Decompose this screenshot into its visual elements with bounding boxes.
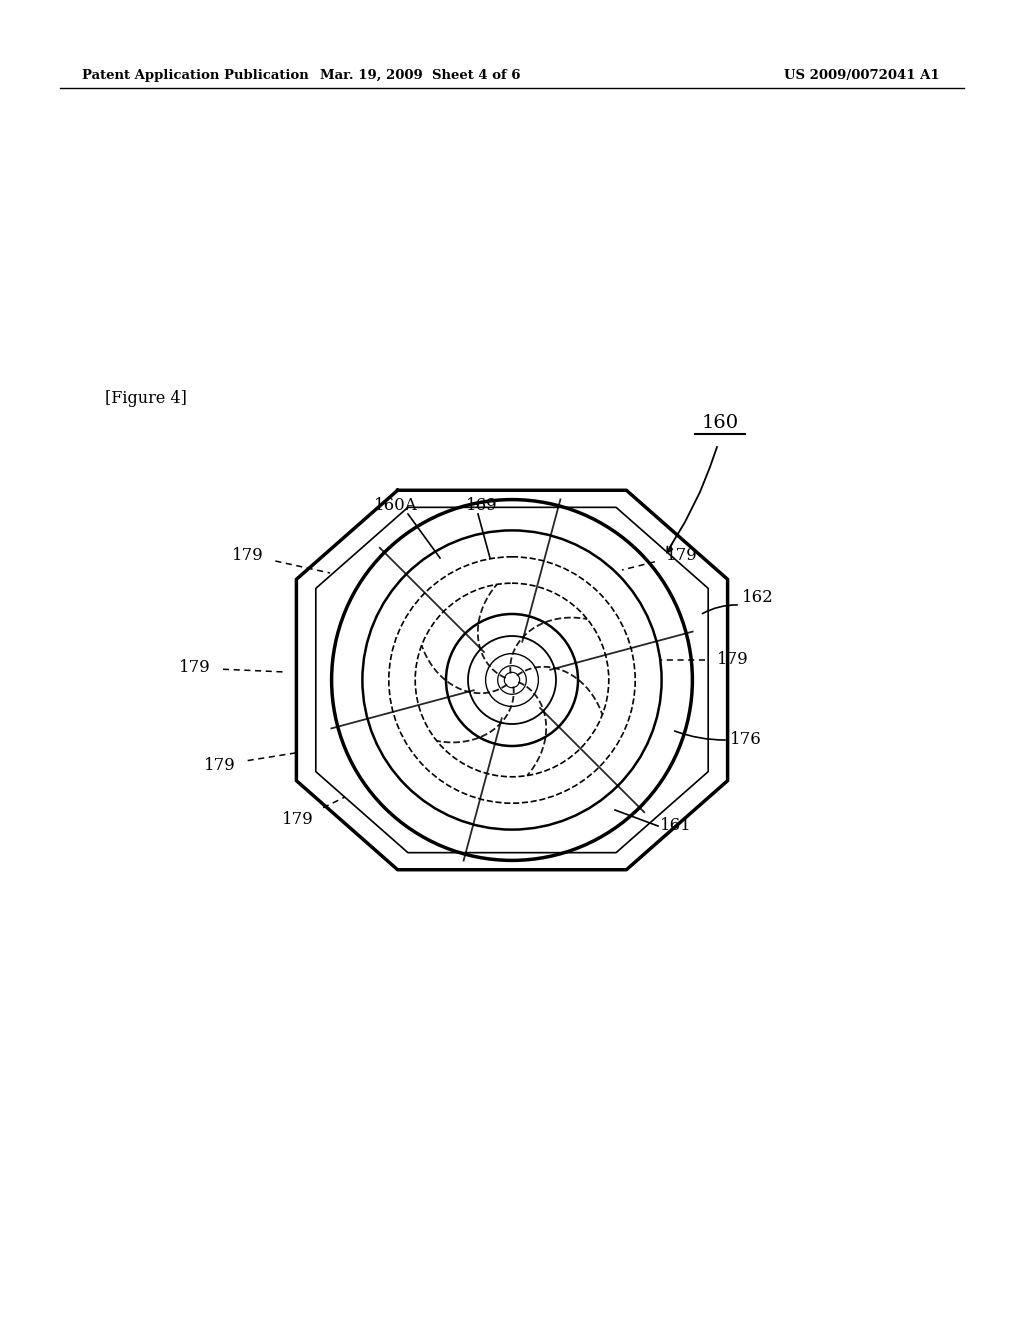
Text: 179: 179 — [283, 812, 314, 829]
Text: 179: 179 — [232, 546, 264, 564]
Text: [Figure 4]: [Figure 4] — [105, 389, 186, 407]
Text: 162: 162 — [742, 590, 774, 606]
Text: 179: 179 — [204, 756, 236, 774]
Text: 179: 179 — [667, 546, 698, 564]
Text: 179: 179 — [179, 660, 211, 676]
Text: US 2009/0072041 A1: US 2009/0072041 A1 — [784, 69, 940, 82]
Text: 161: 161 — [660, 817, 692, 834]
Text: 160A: 160A — [374, 498, 418, 513]
Text: Mar. 19, 2009  Sheet 4 of 6: Mar. 19, 2009 Sheet 4 of 6 — [319, 69, 520, 82]
Text: Patent Application Publication: Patent Application Publication — [82, 69, 309, 82]
Text: 176: 176 — [730, 731, 762, 748]
Text: 169: 169 — [466, 498, 498, 513]
Text: 179: 179 — [717, 652, 749, 668]
Text: 160: 160 — [701, 414, 738, 432]
